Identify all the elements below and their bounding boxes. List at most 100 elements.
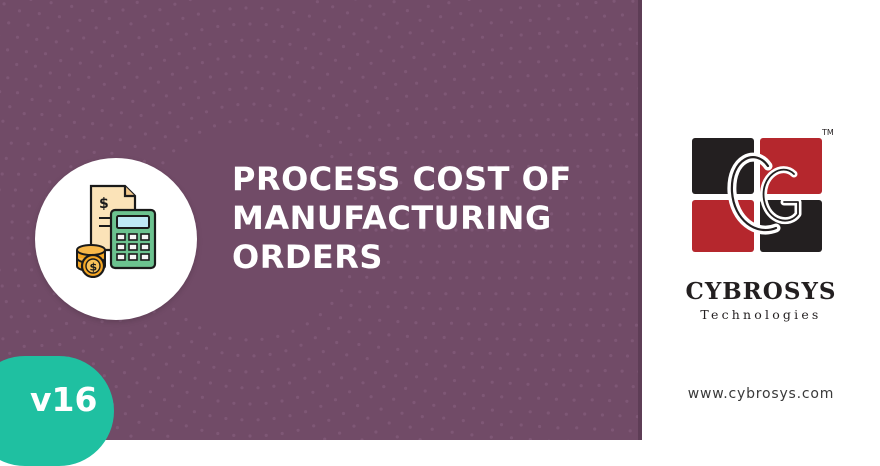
pattern-dot bbox=[552, 368, 555, 371]
pattern-dot bbox=[523, 104, 526, 107]
pattern-dot bbox=[556, 308, 559, 311]
pattern-dot bbox=[502, 134, 505, 137]
pattern-dot bbox=[368, 126, 371, 129]
pattern-dot bbox=[541, 354, 544, 357]
pattern-dot bbox=[555, 398, 558, 401]
pattern-dot bbox=[625, 400, 628, 403]
pattern-dot bbox=[378, 138, 381, 141]
pattern-dot bbox=[168, 346, 171, 349]
pattern-dot bbox=[248, 434, 251, 437]
pattern-dot bbox=[392, 59, 395, 62]
pattern-dot bbox=[459, 12, 462, 15]
pattern-dot bbox=[303, 80, 306, 83]
pattern-dot bbox=[104, 0, 107, 3]
brand-subtitle: Technologies bbox=[642, 307, 880, 322]
pattern-dot bbox=[537, 60, 540, 63]
pattern-dot bbox=[460, 337, 463, 340]
pattern-dot bbox=[632, 385, 635, 388]
pattern-dot bbox=[377, 346, 380, 349]
pattern-dot bbox=[447, 1, 450, 4]
pattern-dot bbox=[116, 31, 119, 34]
pattern-dot bbox=[439, 307, 442, 310]
pattern-dot bbox=[500, 395, 503, 398]
pattern-dot bbox=[547, 17, 550, 20]
pattern-dot bbox=[380, 408, 383, 411]
pattern-dot bbox=[319, 313, 322, 316]
pattern-dot bbox=[79, 62, 82, 65]
pattern-dot bbox=[552, 133, 555, 136]
pattern-dot bbox=[565, 44, 568, 47]
pattern-dot bbox=[614, 212, 617, 215]
pattern-dot bbox=[538, 32, 541, 35]
pattern-dot bbox=[361, 76, 364, 79]
pattern-dot bbox=[319, 144, 322, 147]
pattern-dot bbox=[318, 87, 321, 90]
pattern-dot bbox=[424, 389, 427, 392]
pattern-dot bbox=[101, 109, 104, 112]
pattern-dot bbox=[5, 157, 8, 160]
pattern-dot bbox=[451, 26, 454, 29]
pattern-dot bbox=[256, 386, 259, 389]
pattern-dot bbox=[165, 363, 168, 366]
pattern-dot bbox=[558, 353, 561, 356]
pattern-dot bbox=[170, 38, 173, 41]
pattern-dot bbox=[529, 410, 532, 413]
pattern-dot bbox=[137, 36, 140, 39]
pattern-dot bbox=[244, 119, 247, 122]
pattern-dot bbox=[232, 55, 235, 58]
pattern-dot bbox=[427, 5, 430, 8]
pattern-dot bbox=[374, 430, 377, 433]
pattern-dot bbox=[304, 410, 307, 413]
pattern-dot bbox=[573, 58, 576, 61]
pattern-dot bbox=[613, 261, 616, 264]
pattern-dot bbox=[216, 432, 219, 435]
pattern-dot bbox=[453, 379, 456, 382]
pattern-dot bbox=[631, 339, 634, 342]
pattern-dot bbox=[602, 324, 605, 327]
pattern-dot bbox=[166, 435, 169, 438]
pattern-dot bbox=[38, 12, 41, 15]
title-line-1: PROCESS COST OF bbox=[232, 160, 612, 199]
pattern-dot bbox=[538, 425, 541, 428]
pattern-dot bbox=[573, 308, 576, 311]
website-link[interactable]: www.cybrosys.com bbox=[642, 386, 880, 402]
pattern-dot bbox=[331, 5, 334, 8]
pattern-dot bbox=[115, 72, 118, 75]
pattern-dot bbox=[621, 87, 624, 90]
pattern-dot bbox=[614, 118, 617, 121]
pattern-dot bbox=[244, 338, 247, 341]
pattern-dot bbox=[453, 351, 456, 354]
pattern-dot bbox=[382, 72, 385, 75]
pattern-dot bbox=[288, 75, 291, 78]
pattern-dot bbox=[489, 352, 492, 355]
pattern-dot bbox=[178, 52, 181, 55]
pattern-dot bbox=[330, 155, 333, 158]
pattern-dot bbox=[296, 61, 299, 64]
pattern-dot bbox=[468, 0, 471, 1]
pattern-dot bbox=[83, 321, 86, 324]
pattern-dot bbox=[513, 119, 516, 122]
pattern-dot bbox=[593, 427, 596, 430]
pattern-dot bbox=[216, 399, 219, 402]
pattern-dot bbox=[141, 404, 144, 407]
pattern-dot bbox=[630, 228, 633, 231]
pattern-dot bbox=[330, 302, 333, 305]
pattern-dot bbox=[158, 8, 161, 11]
pattern-dot bbox=[44, 314, 47, 317]
pattern-dot bbox=[601, 413, 604, 416]
pattern-dot bbox=[152, 29, 155, 32]
pattern-dot bbox=[591, 398, 594, 401]
pattern-dot bbox=[69, 165, 72, 168]
pattern-dot bbox=[157, 81, 160, 84]
pattern-dot bbox=[527, 292, 530, 295]
pattern-dot bbox=[91, 335, 94, 338]
pattern-dot bbox=[292, 11, 295, 14]
pattern-dot bbox=[629, 28, 632, 31]
pattern-dot bbox=[368, 305, 371, 308]
pattern-dot bbox=[205, 347, 208, 350]
pattern-dot bbox=[131, 100, 134, 103]
pattern-dot bbox=[311, 391, 314, 394]
pattern-dot bbox=[92, 362, 95, 365]
pattern-dot bbox=[103, 83, 106, 86]
pattern-dot bbox=[209, 75, 212, 78]
